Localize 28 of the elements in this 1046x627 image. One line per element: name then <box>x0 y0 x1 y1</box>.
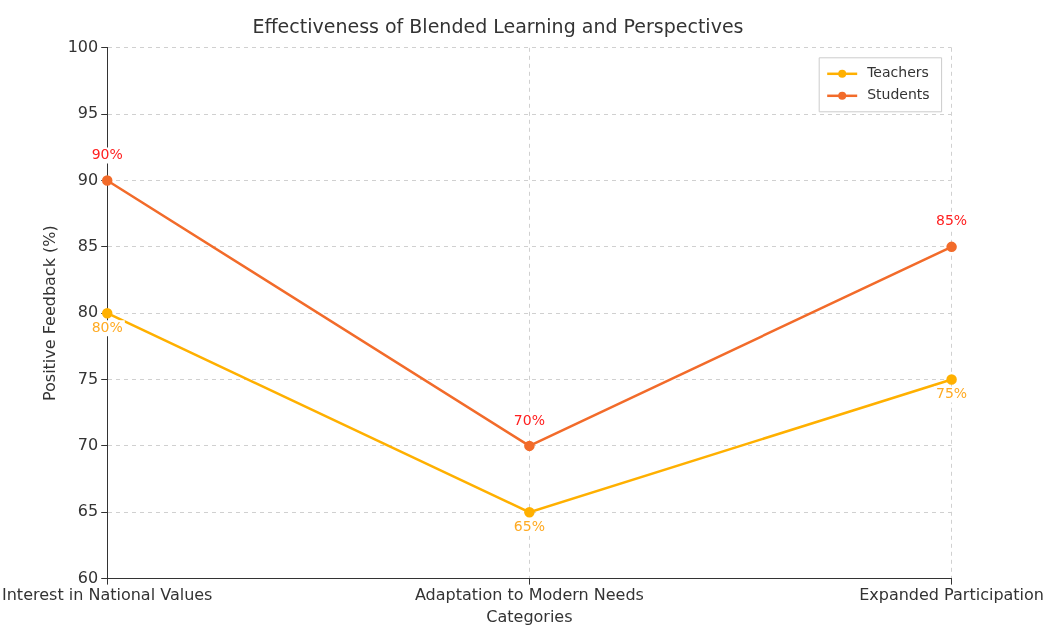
data-label: 85% <box>936 212 968 229</box>
point <box>946 241 957 253</box>
data-label: 75% <box>936 385 968 402</box>
legend-label: Students <box>867 86 930 103</box>
data-label: 90% <box>91 146 123 163</box>
point <box>101 175 113 186</box>
y-tick-label: 85 <box>77 236 99 256</box>
y-tick-label: 100 <box>67 36 99 56</box>
y-tick-label: 95 <box>77 103 99 123</box>
x-tick-label: Adaptation to Modern Needs <box>414 585 644 605</box>
point <box>101 307 113 319</box>
point <box>524 440 535 452</box>
y-tick-label: 60 <box>77 567 99 587</box>
legend-label: Teachers <box>866 64 929 81</box>
data-label: 80% <box>91 318 123 335</box>
chart-title: Effectiveness of Blended Learning and Perspectives <box>252 15 744 38</box>
x-axis-title: Categories <box>486 606 573 626</box>
x-tick-label: Interest in National Values <box>2 585 213 605</box>
data-label: 65% <box>513 517 545 534</box>
data-label: 70% <box>513 411 545 428</box>
x-tick-label: Expanded Participation <box>859 585 1044 605</box>
point <box>524 507 535 518</box>
y-axis-title: Positive Feedback (%) <box>40 225 60 402</box>
y-tick-label: 70 <box>77 435 99 455</box>
y-tick-label: 90 <box>77 169 99 189</box>
point <box>946 374 957 385</box>
y-tick-label: 65 <box>77 501 99 521</box>
y-tick-label: 75 <box>77 368 99 388</box>
